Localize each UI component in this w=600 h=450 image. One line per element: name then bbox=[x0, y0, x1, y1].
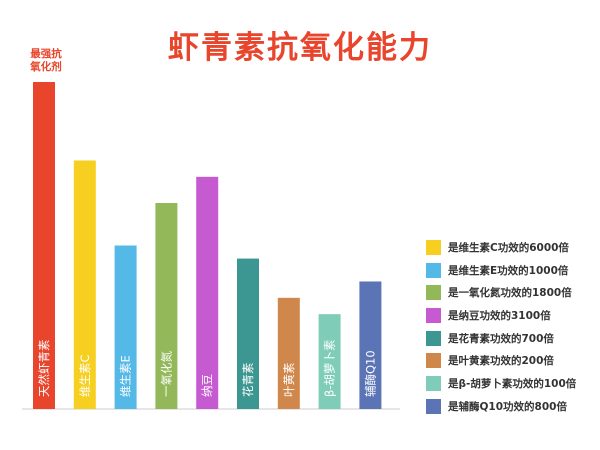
legend-swatch bbox=[426, 307, 441, 323]
bar bbox=[277, 297, 300, 409]
legend-item: 是一氧化氮功效的1800倍 bbox=[426, 281, 596, 304]
bar bbox=[33, 82, 55, 409]
bar bbox=[196, 176, 219, 409]
legend-item: 是叶黄素功效的200倍 bbox=[426, 349, 596, 372]
bar-category-label: 纳豆 bbox=[200, 374, 214, 397]
bar-category-label: 叶黄素 bbox=[282, 363, 296, 398]
legend-swatch bbox=[426, 398, 441, 414]
bar bbox=[155, 202, 178, 409]
legend-item: 是β-胡萝卜素功效的100倍 bbox=[426, 372, 596, 395]
legend-label: 是叶黄素功效的200倍 bbox=[448, 355, 554, 368]
legend: 是维生素C功效的6000倍 是维生素E功效的1000倍 是一氧化氮功效的1800倍是… bbox=[426, 236, 596, 418]
bar-category-label: β-胡萝卜素 bbox=[323, 340, 337, 398]
bar-category-label: 维生素C bbox=[78, 354, 92, 397]
bar bbox=[73, 160, 96, 409]
legend-label: 是一氧化氮功效的1800倍 bbox=[448, 287, 572, 300]
bar bbox=[237, 258, 259, 409]
bar-category-label: 辅酶Q10 bbox=[363, 350, 377, 397]
legend-swatch bbox=[426, 285, 441, 301]
legend-item: 是纳豆功效的3100倍 bbox=[426, 304, 596, 327]
bar bbox=[318, 314, 341, 409]
legend-label: 是花青素功效的700倍 bbox=[448, 332, 554, 345]
legend-label: 是纳豆功效的3100倍 bbox=[448, 309, 551, 322]
legend-item: 是维生素C功效的6000倍 bbox=[426, 236, 596, 259]
legend-swatch bbox=[426, 239, 441, 255]
legend-label: 是β-胡萝卜素功效的100倍 bbox=[448, 377, 577, 390]
legend-label: 是维生素E功效的1000倍 bbox=[448, 264, 569, 277]
chart-title: 虾青素抗氧化能力 bbox=[168, 30, 432, 66]
legend-item: 是花青素功效的700倍 bbox=[426, 327, 596, 350]
legend-swatch bbox=[426, 262, 441, 278]
legend-swatch bbox=[426, 375, 441, 391]
bar-category-label: 一氧化氮 bbox=[159, 351, 173, 397]
bar-category-label: 天然虾青素 bbox=[37, 340, 51, 398]
bar-category-label: 花青素 bbox=[241, 363, 255, 398]
bar bbox=[359, 281, 382, 409]
bar bbox=[114, 245, 137, 409]
bar-category-label: 维生素E bbox=[119, 355, 133, 397]
legend-swatch bbox=[426, 330, 441, 346]
legend-item: 是辅酶Q10功效的800倍 bbox=[426, 395, 596, 418]
legend-label: 是维生素C功效的6000倍 bbox=[448, 241, 569, 254]
legend-item: 是维生素E功效的1000倍 bbox=[426, 259, 596, 282]
annotation-label: 最强抗氧化剂 bbox=[29, 47, 62, 73]
legend-label: 是辅酶Q10功效的800倍 bbox=[448, 400, 567, 413]
legend-swatch bbox=[426, 353, 441, 369]
